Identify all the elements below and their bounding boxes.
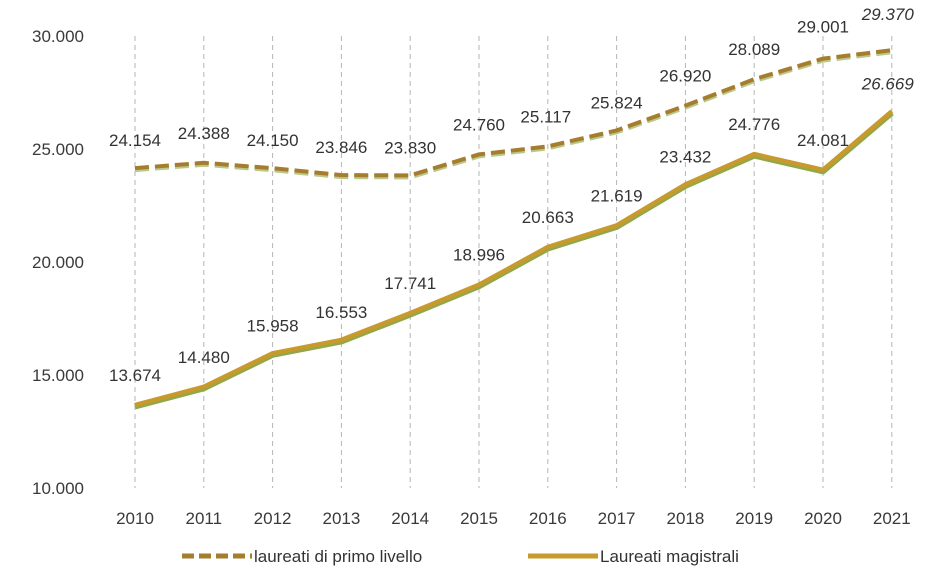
y-tick-label: 30.000 (32, 27, 84, 46)
y-axis: 10.000 15.000 20.000 25.000 30.000 (32, 27, 84, 498)
data-label: 24.081 (797, 131, 849, 150)
series-laureati-primo-livello (134, 48, 893, 180)
data-label: 24.776 (728, 115, 780, 134)
gridlines (134, 36, 893, 488)
x-tick-label: 2015 (460, 509, 498, 528)
data-labels-magistrali: 13.674 14.480 15.958 16.553 17.741 18.996 20.6… (109, 74, 914, 385)
x-tick-label: 2018 (666, 509, 704, 528)
data-label: 29.370 (861, 5, 915, 24)
data-label: 29.001 (797, 18, 849, 37)
data-label: 18.996 (453, 246, 505, 265)
data-label: 24.760 (453, 115, 505, 134)
data-label: 15.958 (247, 316, 299, 335)
legend-item-primo-livello: laureati di primo livello (182, 547, 422, 566)
x-tick-label: 2014 (391, 509, 429, 528)
series-laureati-magistrali (134, 109, 894, 410)
x-tick-label: 2019 (735, 509, 773, 528)
data-label: 24.388 (178, 124, 230, 143)
data-label: 28.089 (728, 40, 780, 59)
x-tick-label: 2012 (254, 509, 292, 528)
legend-label: laureati di primo livello (254, 547, 422, 566)
data-label: 23.830 (384, 138, 436, 157)
x-tick-label: 2011 (186, 509, 223, 528)
data-label: 20.663 (522, 208, 574, 227)
legend: laureati di primo livello Laureati magist… (182, 547, 739, 566)
legend-label: Laureati magistrali (600, 547, 739, 566)
y-tick-label: 25.000 (32, 140, 84, 159)
x-tick-label: 2017 (598, 509, 636, 528)
data-labels-primo-livello: 24.154 24.388 24.150 23.846 23.830 24.760 25.1… (109, 5, 914, 157)
series-line (134, 109, 894, 408)
x-tick-label: 2020 (804, 509, 842, 528)
data-label: 23.432 (659, 147, 711, 166)
x-tick-label: 2021 (873, 509, 911, 528)
x-tick-label: 2013 (322, 509, 360, 528)
data-label: 24.154 (109, 131, 161, 150)
data-label: 26.669 (861, 74, 915, 93)
y-tick-label: 20.000 (32, 253, 84, 272)
data-label: 13.674 (109, 366, 161, 385)
data-label: 26.920 (659, 67, 711, 86)
data-label: 23.846 (315, 138, 367, 157)
x-axis: 2010 2011 2012 2013 2014 2015 2016 2017 2018 2019… (116, 509, 911, 528)
x-tick-label: 2016 (529, 509, 567, 528)
data-label: 25.117 (520, 107, 571, 126)
data-label: 17.741 (384, 274, 436, 293)
data-label: 25.824 (591, 93, 643, 112)
y-tick-label: 10.000 (32, 479, 84, 498)
data-label: 14.480 (178, 348, 230, 367)
data-label: 21.619 (591, 186, 643, 205)
series-line-shadow (134, 110, 894, 410)
x-tick-label: 2010 (116, 509, 154, 528)
data-label: 16.553 (315, 303, 367, 322)
legend-item-magistrali: Laureati magistrali (528, 547, 739, 566)
data-label: 24.150 (247, 131, 299, 150)
y-tick-label: 15.000 (32, 366, 84, 385)
series-line (134, 48, 893, 178)
